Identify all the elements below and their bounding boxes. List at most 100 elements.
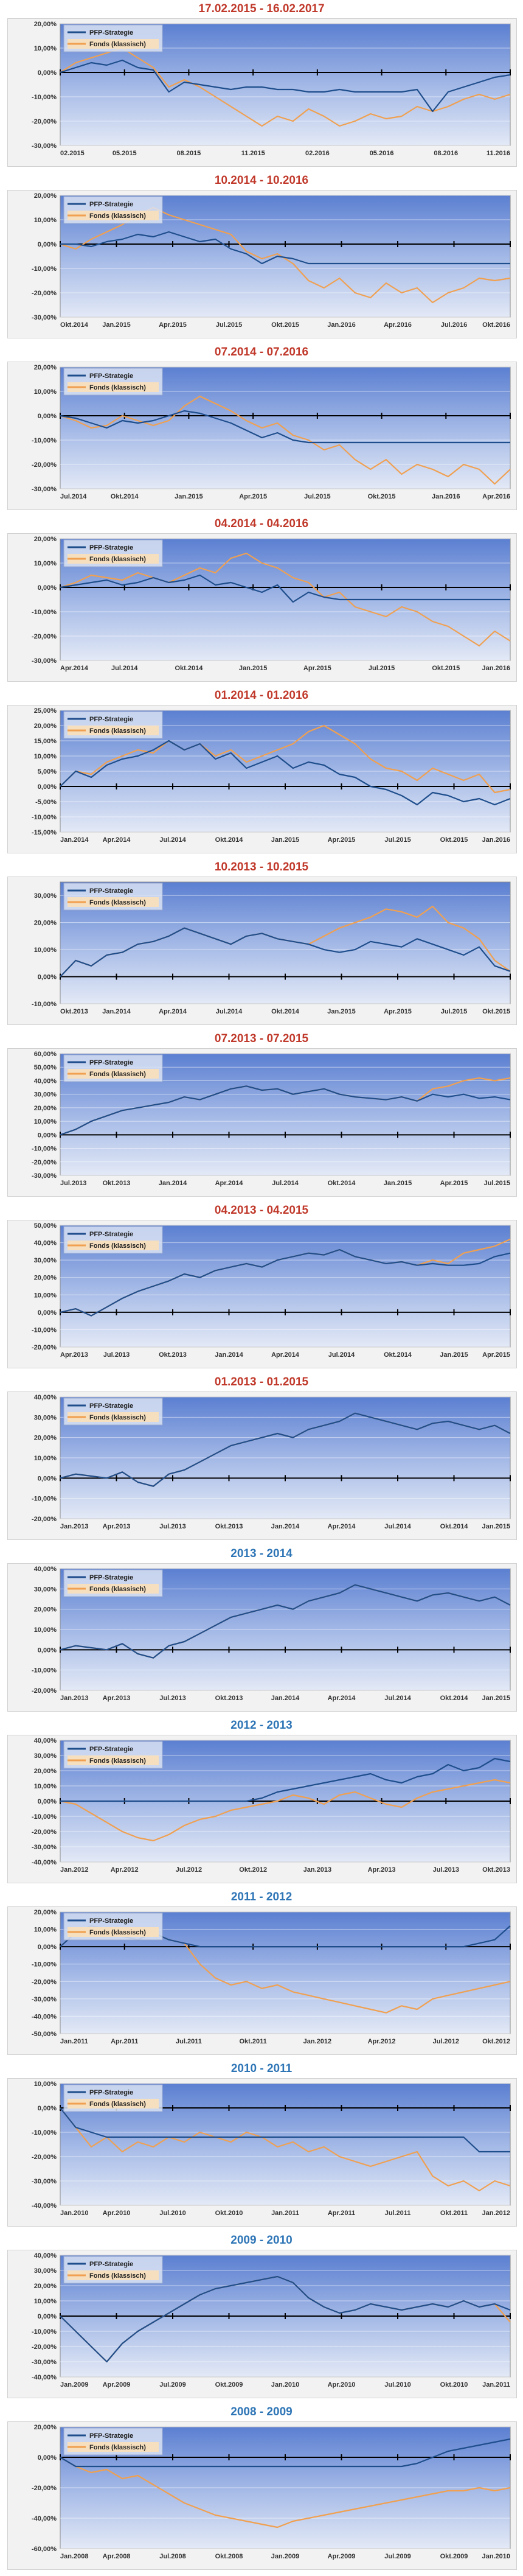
x-tick-label: Jan.2016 <box>432 493 460 500</box>
x-tick-label: Jul.2015 <box>441 1008 467 1015</box>
x-tick-label: Okt.2015 <box>432 665 460 672</box>
chart-title: 04.2014 - 04.2016 <box>214 517 309 530</box>
y-tick-label: -10,00% <box>32 1001 57 1008</box>
x-tick-label: Apr.2011 <box>328 2210 355 2217</box>
y-tick-label: -10,00% <box>32 1961 57 1969</box>
series-line-strategy <box>60 740 511 806</box>
y-tick-label: 10,00% <box>34 560 57 567</box>
chart-panel: 01.2013 - 01.2015 40,00% 30,00% 20,00% 10,00… <box>0 1373 523 1545</box>
y-tick-label: -20,00% <box>32 1344 57 1351</box>
chart-svg: 20,00% 0,00% -20,00% -40,00% -60,00%Jan.2008… <box>32 2424 511 2560</box>
x-tick-label: Apr.2015 <box>482 1351 510 1359</box>
y-tick-label: -20,00% <box>32 2343 57 2351</box>
series-line-strategy <box>60 1412 511 1487</box>
legend: PFP-Strategie Fonds (klassisch) <box>63 2256 163 2284</box>
y-tick-label: -40,00% <box>32 2202 57 2210</box>
chart-frame: 60,00% 50,00% 40,00% 30,00% 20,00% 10,00% 0,00… <box>7 1048 517 1197</box>
legend-label-fund: Fonds (klassisch) <box>89 2272 146 2280</box>
x-tick-label: Jan.2016 <box>327 321 355 329</box>
chart-frame: 20,00% 10,00% 0,00% -10,00% -20,00% -30,00% Ju… <box>7 362 517 510</box>
y-tick-label: 0,00% <box>38 1647 57 1654</box>
chart-svg: 20,00%10,00%0,00%-10,00%-20,00%-30,00%02… <box>32 21 511 157</box>
y-tick-label: -30,00% <box>32 486 57 493</box>
chart-svg: 10,00%0,00%-10,00%-20,00%-30,00%-40,00%J… <box>32 2081 511 2217</box>
legend-label-fund: Fonds (klassisch) <box>89 727 146 735</box>
x-tick-label: Jan.2015 <box>271 836 299 844</box>
legend-label-fund: Fonds (klassisch) <box>89 1757 146 1765</box>
y-tick-label: 0,00% <box>38 2454 57 2462</box>
x-tick-label: Jul.2015 <box>304 493 330 500</box>
chart-frame: 20,00% 10,00% 0,00% -10,00% -20,00% -30,00% Ok… <box>7 190 517 338</box>
legend-label-strategy: PFP-Strategie <box>89 1402 133 1410</box>
chart-panel: 2012 - 2013 40,00% 30,00% 20,00% 10,00% 0,00%… <box>0 1717 523 1888</box>
x-tick-label: Apr.2008 <box>103 2553 131 2560</box>
x-tick-label: Jan.2015 <box>175 493 203 500</box>
y-tick-label: 10,00% <box>34 2298 57 2305</box>
legend-label-strategy: PFP-Strategie <box>89 1746 133 1753</box>
legend-label-strategy: PFP-Strategie <box>89 29 133 37</box>
legend-label-fund: Fonds (klassisch) <box>89 1586 146 1593</box>
y-tick-label: 15,00% <box>34 738 57 745</box>
legend-label-fund: Fonds (klassisch) <box>89 212 146 220</box>
x-tick-label: Okt.2015 <box>482 1008 510 1015</box>
x-tick-label: Jul.2013 <box>60 1180 86 1187</box>
y-tick-label: 20,00% <box>34 21 57 28</box>
x-tick-label: Okt.2013 <box>215 1695 243 1702</box>
x-tick-label: Jul.2011 <box>385 2210 411 2217</box>
y-tick-label: -30,00% <box>32 657 57 665</box>
y-tick-label: 50,00% <box>34 1064 57 1071</box>
y-tick-label: 10,00% <box>34 1292 57 1299</box>
chart-frame: 30,00% 20,00% 10,00% 0,00% -10,00% Okt.2013 Ja… <box>7 877 517 1025</box>
chart-frame: 20,00% 0,00% -20,00% -40,00% -60,00% Jan.2008… <box>7 2421 517 2570</box>
legend-highlight-fund <box>68 554 159 564</box>
x-tick-label: Jul.2014 <box>60 493 87 500</box>
y-tick-label: 10,00% <box>34 1626 57 1634</box>
y-tick-label: 30,00% <box>34 1257 57 1264</box>
chart-title: 2010 - 2011 <box>230 2062 293 2075</box>
x-tick-label: Okt.2014 <box>175 665 203 672</box>
x-tick-label: Apr.2014 <box>215 1180 244 1187</box>
chart-frame: 20,00% 10,00% 0,00% -10,00% -20,00% -30,00% Ap… <box>7 533 517 682</box>
y-tick-label: -20,00% <box>32 118 57 125</box>
x-tick-label: Jan.2010 <box>271 2381 299 2389</box>
legend: PFP-Strategie Fonds (klassisch) <box>63 2427 163 2455</box>
series-line-fund <box>60 395 511 485</box>
y-tick-label: 0,00% <box>38 2105 57 2112</box>
x-tick-label: Jan.2016 <box>482 836 510 844</box>
chart-title: 10.2014 - 10.2016 <box>214 174 309 187</box>
x-tick-label: Jan.2010 <box>482 2553 510 2560</box>
y-tick-label: 20,00% <box>34 920 57 927</box>
x-tick-label: Jan.2013 <box>60 1695 88 1702</box>
x-tick-label: Apr.2009 <box>328 2553 356 2560</box>
x-tick-label: Jul.2014 <box>111 665 138 672</box>
series-line-strategy <box>60 1248 511 1317</box>
chart-panel: 07.2013 - 07.2015 60,00% 50,00% 40,00% 30,00… <box>0 1030 523 1202</box>
x-tick-label: Okt.2014 <box>384 1351 412 1359</box>
chart-panel: 10.2014 - 10.2016 20,00% 10,00% 0,00% -10,00… <box>0 172 523 343</box>
x-tick-label: Jan.2013 <box>60 1523 88 1530</box>
legend-label-fund: Fonds (klassisch) <box>89 556 146 563</box>
x-tick-label: Okt.2011 <box>240 2038 267 2045</box>
x-tick-label: Apr.2013 <box>368 1866 396 1874</box>
y-tick-label: -10,00% <box>32 609 57 616</box>
x-tick-label: Jul.2010 <box>159 2210 185 2217</box>
y-tick-label: -20,00% <box>32 1687 57 1695</box>
x-tick-label: Jan.2015 <box>482 1523 510 1530</box>
y-tick-label: 0,00% <box>38 974 57 981</box>
x-tick-label: Apr.2011 <box>111 2038 138 2045</box>
legend-label-strategy: PFP-Strategie <box>89 2432 133 2440</box>
y-tick-label: 30,00% <box>34 1586 57 1593</box>
chart-title: 07.2014 - 07.2016 <box>214 346 309 359</box>
y-tick-label: 0,00% <box>38 584 57 592</box>
x-tick-label: Okt.2014 <box>60 321 89 329</box>
x-tick-label: 05.2016 <box>370 150 394 157</box>
x-tick-label: Jul.2014 <box>159 836 186 844</box>
x-tick-label: Jul.2015 <box>369 665 395 672</box>
y-tick-label: -5,00% <box>35 799 57 806</box>
y-tick-label: -10,00% <box>32 94 57 101</box>
y-tick-label: 10,00% <box>34 388 57 396</box>
x-tick-label: Jul.2014 <box>216 1008 243 1015</box>
chart-panel: 07.2014 - 07.2016 20,00% 10,00% 0,00% -10,00… <box>0 343 523 515</box>
y-tick-label: 0,00% <box>38 69 57 77</box>
